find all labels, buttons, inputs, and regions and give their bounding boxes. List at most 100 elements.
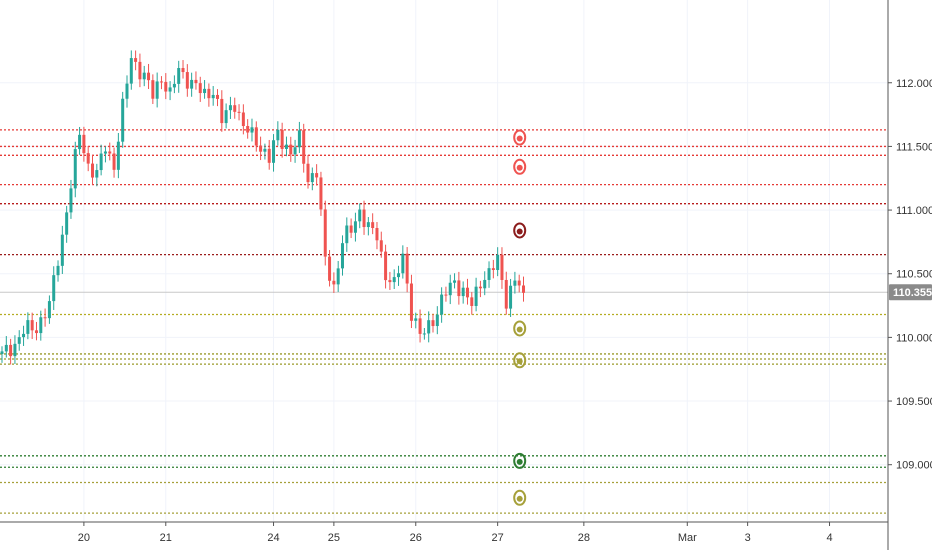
candles	[0, 50, 526, 365]
x-tick-label: Mar	[678, 532, 697, 544]
candle-body	[164, 81, 168, 92]
candle-body	[483, 279, 487, 289]
y-tick-label: 111.500	[896, 141, 932, 153]
candle-body	[56, 265, 60, 276]
candle-body	[276, 129, 280, 141]
candle-body	[99, 153, 103, 171]
level-marker-dot	[516, 135, 523, 142]
candle-body	[366, 222, 370, 228]
candle-body	[453, 280, 457, 283]
candle-body	[263, 148, 267, 152]
candle-body	[293, 147, 297, 155]
candle-body	[431, 320, 435, 327]
candle-body	[358, 209, 362, 222]
candle-body	[388, 280, 392, 283]
candle-body	[82, 134, 86, 154]
x-tick-label: 20	[78, 532, 90, 544]
candle-body	[259, 145, 263, 152]
candle-body	[86, 153, 90, 164]
candle-body	[4, 344, 8, 352]
x-tick-label: 21	[160, 532, 172, 544]
candle-body	[125, 83, 129, 99]
candle-body	[60, 234, 64, 266]
candle-body	[0, 351, 4, 354]
level-marker-ring	[513, 489, 527, 506]
candle-body	[30, 320, 34, 331]
candle-body	[375, 228, 379, 241]
level-marker-ring	[513, 320, 527, 337]
level-marker-ring	[513, 222, 527, 239]
candle-body	[422, 333, 426, 335]
candle-body	[43, 317, 47, 319]
candle-body	[254, 127, 258, 146]
last-price-badge	[889, 284, 932, 301]
candle-body	[405, 253, 409, 284]
candle-body	[371, 222, 375, 229]
candle-body	[392, 277, 396, 283]
y-tick-label: 109.000	[896, 460, 932, 472]
level-marker-ring	[513, 452, 527, 469]
candle-body	[340, 243, 344, 269]
candle-body	[155, 81, 159, 99]
x-tick-label: 3	[745, 532, 751, 544]
candle-body	[159, 81, 163, 83]
candle-body	[353, 221, 357, 233]
candle-body	[496, 254, 500, 270]
candle-body	[138, 61, 142, 80]
candle-body	[284, 144, 288, 149]
candle-body	[190, 79, 194, 89]
candle-body	[427, 320, 431, 334]
level-markers	[513, 129, 527, 506]
candle-body	[336, 268, 340, 285]
level-lines	[0, 129, 888, 514]
candle-body	[129, 58, 133, 84]
candle-body	[194, 79, 198, 84]
y-tick-label: 110.500	[896, 269, 932, 281]
candle-body	[121, 98, 125, 142]
candle-body	[397, 273, 401, 278]
candle-body	[345, 225, 349, 244]
candle-body	[241, 112, 245, 127]
candle-body	[349, 225, 353, 233]
candle-body	[267, 148, 271, 163]
level-marker-ring	[513, 352, 527, 369]
candle-body	[177, 68, 181, 84]
candle-body	[65, 212, 69, 235]
y-tick-label: 110.000	[896, 332, 932, 344]
candle-body	[474, 286, 478, 306]
candle-body	[211, 94, 215, 99]
level-marker-dot	[516, 495, 523, 502]
candle-body	[216, 94, 219, 99]
y-tick-label: 109.500	[896, 396, 932, 408]
candle-body	[52, 275, 56, 302]
candle-body	[465, 287, 469, 298]
candle-body	[34, 330, 38, 334]
candle-body	[91, 163, 95, 178]
candle-body	[224, 110, 228, 124]
candle-body	[103, 151, 107, 154]
candle-body	[513, 280, 517, 286]
candle-body	[220, 98, 224, 124]
level-marker-dot	[516, 228, 523, 235]
candle-body	[185, 72, 189, 89]
level-marker-dot	[516, 164, 523, 171]
candle-body	[504, 279, 508, 309]
candle-body	[172, 83, 176, 88]
candle-body	[22, 333, 26, 338]
candle-body	[73, 149, 77, 189]
candle-body	[47, 301, 51, 319]
x-tick-label: 28	[578, 532, 590, 544]
candle-body	[491, 268, 495, 270]
x-tick-label: 27	[492, 532, 504, 544]
candle-body	[302, 130, 306, 164]
candle-body	[517, 280, 521, 286]
level-marker-ring	[513, 129, 527, 146]
candle-body	[470, 297, 474, 306]
candle-body	[112, 153, 116, 170]
candle-body	[509, 285, 513, 309]
candle-body	[95, 170, 99, 178]
candle-body	[440, 294, 444, 315]
candle-body	[362, 209, 366, 228]
candle-body	[418, 318, 422, 334]
